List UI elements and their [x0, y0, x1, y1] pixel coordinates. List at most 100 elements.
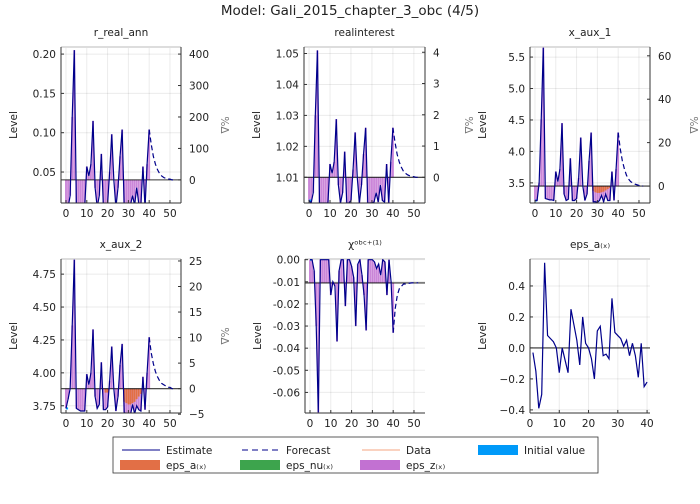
y-axis-label: Level: [8, 322, 20, 350]
eps-z-bar: [375, 177, 378, 193]
eps-z-bar: [536, 186, 539, 201]
x-tick-label: 50: [632, 208, 645, 220]
eps-z-bar: [369, 259, 372, 283]
estimate-line: [68, 50, 150, 203]
eps-a-bar: [598, 186, 601, 193]
eps-a-bar: [600, 186, 603, 193]
legend-item: Forecast: [242, 445, 330, 457]
y-tick-label: 3.75: [33, 401, 56, 413]
eps-z-bar: [331, 173, 334, 178]
eps-z-bar: [377, 177, 380, 203]
x-tick-label: 10: [324, 418, 337, 430]
y-tick-label: 0.4: [508, 281, 525, 293]
x-tick-label: 30: [122, 208, 135, 220]
panel-title: χᵒᵇᶜ⁺⁽¹⁾: [348, 239, 382, 251]
eps-z-bar: [617, 132, 620, 187]
estimate-line: [532, 262, 648, 409]
legend-swatch: [478, 445, 518, 455]
x-tick-label: 20: [344, 208, 357, 220]
eps-z-bar: [325, 259, 328, 283]
y-tick-label: 0.10: [33, 128, 56, 140]
eps-z-bar: [139, 179, 142, 203]
eps-z-bar: [104, 179, 107, 203]
legend-label: eps_z₍ₓ₎: [406, 460, 446, 472]
eps-a-bar: [602, 186, 605, 192]
eps-z-bar: [81, 179, 84, 203]
eps-z-bar: [373, 177, 375, 203]
y-tick-label: 4.50: [33, 302, 56, 314]
eps-z-bar: [114, 179, 117, 203]
eps-a-bar: [133, 388, 136, 402]
y-axis-label: Level: [251, 111, 263, 139]
forecast-line: [617, 132, 644, 187]
eps-z-bar: [588, 160, 590, 187]
x-tick-label: 10: [323, 208, 336, 220]
eps-z-bar: [348, 259, 351, 283]
eps-z-bar: [121, 343, 124, 389]
eps-z-bar: [546, 186, 549, 200]
eps-z-bar: [321, 259, 324, 283]
eps-z-bar: [127, 179, 130, 203]
eps-z-bar: [594, 186, 597, 202]
legend-label: Data: [406, 445, 431, 457]
y2-tick-label: 5: [189, 358, 196, 370]
y2-tick-label: 40: [658, 94, 671, 106]
x-tick-label: 10: [553, 418, 566, 430]
x-tick-label: 40: [386, 418, 399, 430]
eps-z-bar: [391, 127, 394, 178]
legend-label: Estimate: [166, 445, 212, 457]
y-tick-label: -0.05: [273, 365, 300, 377]
y-tick-label: 5.5: [508, 52, 525, 64]
eps-z-bar: [383, 177, 386, 203]
eps-z-bar: [129, 179, 132, 203]
eps-z-bar: [87, 384, 90, 389]
eps-z-bar: [317, 282, 320, 413]
y-axis-label: Level: [8, 111, 20, 139]
x-tick-label: 10: [80, 208, 93, 220]
eps-z-bar: [381, 259, 384, 283]
eps-z-bar: [327, 259, 330, 283]
eps-z-bar: [320, 177, 323, 203]
x-tick-label: 10: [549, 208, 562, 220]
legend-swatch: [240, 460, 280, 470]
y-tick-label: -0.06: [273, 387, 300, 399]
eps-a-bar: [129, 388, 132, 405]
legend-box: [112, 436, 599, 474]
y-tick-label: 4.0: [508, 146, 525, 158]
eps-z-bar: [65, 388, 67, 409]
eps-z-bar: [77, 388, 80, 410]
y2-tick-label: −5: [189, 409, 204, 421]
eps-z-bar: [368, 177, 371, 203]
legend-label: Initial value: [524, 445, 585, 457]
eps-z-bar: [125, 179, 128, 203]
y2-tick-label: 400: [189, 49, 209, 61]
y2-tick-label: 20: [189, 282, 202, 294]
eps-z-bar: [316, 50, 319, 178]
y-tick-label: 1.01: [276, 172, 299, 184]
eps-z-bar: [131, 179, 134, 196]
y2-axis-label: %Δ: [462, 116, 474, 134]
eps-z-bar: [559, 169, 561, 187]
forecast-line: [392, 282, 419, 333]
eps-z-bar: [388, 259, 390, 283]
estimate-line: [534, 47, 619, 203]
legend-item: Estimate: [122, 445, 212, 457]
eps-z-bar: [583, 186, 586, 201]
eps-z-bar: [311, 259, 314, 283]
eps-z-bar: [119, 364, 121, 389]
eps-z-bar: [340, 259, 343, 283]
panel-0: r_real_ann 0 10 20 30 40 50 0.05 0.10 0.15 0.20 Lev…: [8, 27, 230, 220]
y-tick-label: 0.15: [33, 88, 56, 100]
eps-z-bar: [106, 179, 109, 203]
eps-z-bar: [358, 177, 361, 203]
legend-item: eps_z₍ₓ₎: [360, 460, 446, 472]
eps-z-bar: [575, 186, 578, 199]
eps-z-bar: [324, 177, 327, 203]
eps-z-bar: [79, 388, 82, 412]
eps-z-bar: [596, 186, 599, 203]
y-tick-label: -0.04: [273, 343, 300, 355]
eps-z-bar: [137, 179, 140, 203]
eps-z-bar: [354, 282, 357, 327]
x-tick-label: 20: [101, 208, 114, 220]
x-tick-label: 20: [570, 208, 583, 220]
